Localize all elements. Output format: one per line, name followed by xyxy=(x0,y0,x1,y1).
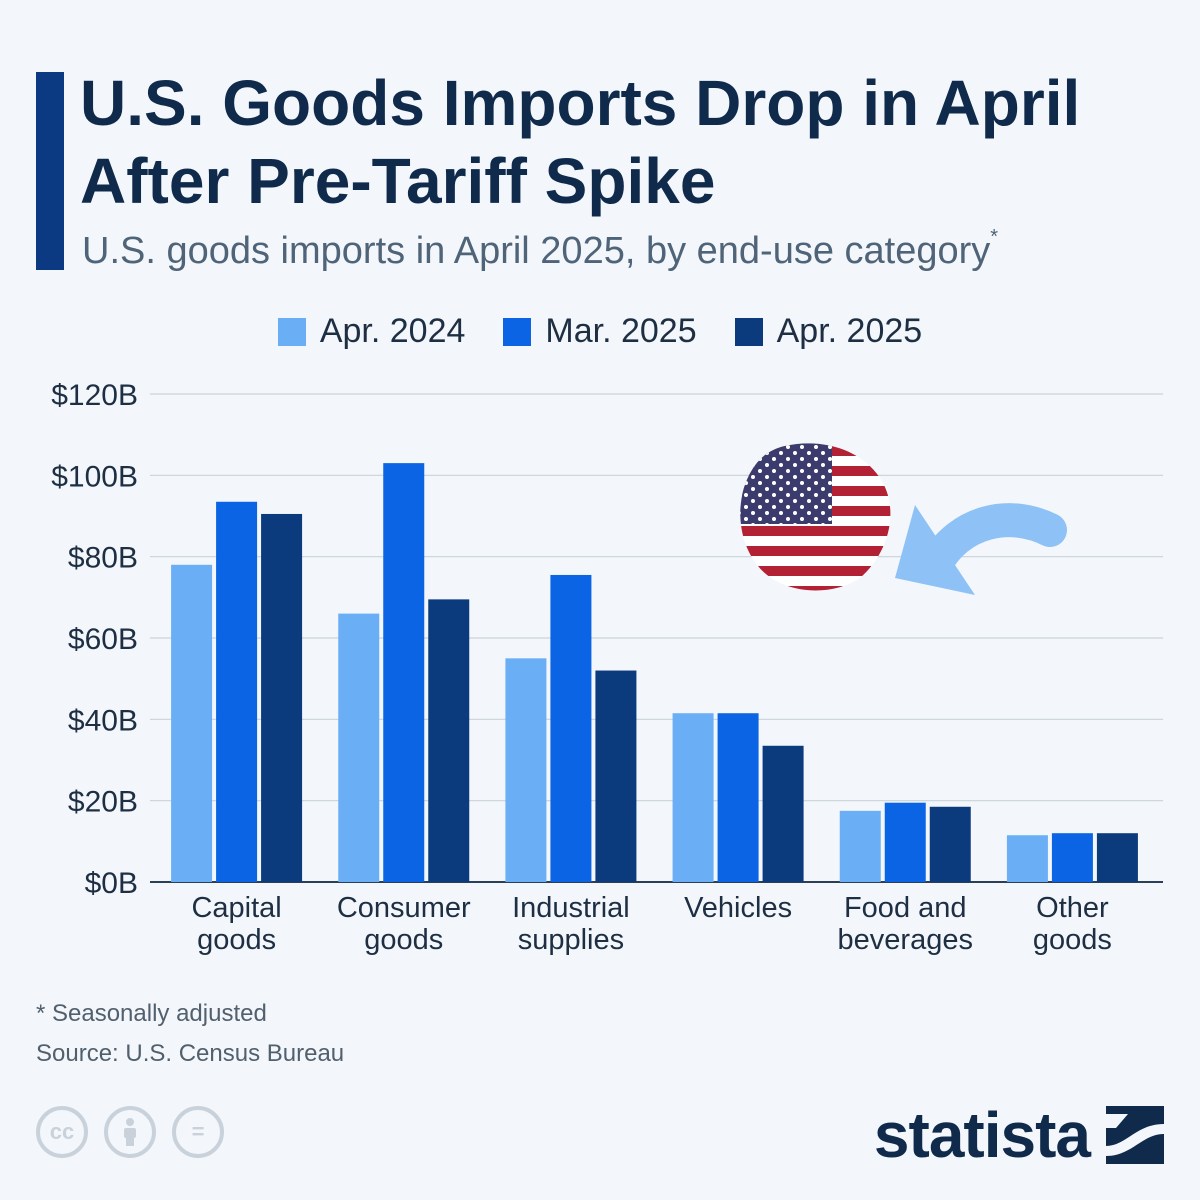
bar[interactable] xyxy=(1051,833,1093,882)
bar[interactable] xyxy=(261,513,303,882)
statista-mark-icon xyxy=(1106,1106,1164,1164)
y-tick-label: $20B xyxy=(68,786,138,819)
title-accent-bar xyxy=(36,72,64,270)
us-flag-icon xyxy=(740,443,891,591)
person-icon xyxy=(124,1118,136,1146)
legend: Apr. 2024 Mar. 2025 Apr. 2025 xyxy=(0,312,1200,351)
legend-swatch-apr-2025 xyxy=(734,317,763,346)
x-category-label: Capital xyxy=(191,892,281,924)
bar[interactable] xyxy=(672,713,714,882)
x-category-label: Consumer xyxy=(337,892,471,924)
y-tick-label: $80B xyxy=(68,542,138,575)
bar[interactable] xyxy=(929,806,971,882)
y-tick-label: $0B xyxy=(85,867,138,900)
bar[interactable] xyxy=(428,599,470,882)
x-category-label: Industrial xyxy=(512,892,630,924)
bar[interactable] xyxy=(338,613,380,882)
bar[interactable] xyxy=(550,574,592,882)
legend-label-mar-2025: Mar. 2025 xyxy=(545,312,697,350)
chart-subtitle: U.S. goods imports in April 2025, by end… xyxy=(82,226,1182,273)
bar[interactable] xyxy=(216,501,258,882)
license-icons: cc = xyxy=(36,1106,224,1158)
bar[interactable] xyxy=(595,670,637,882)
bar[interactable] xyxy=(383,463,425,882)
legend-swatch-mar-2025 xyxy=(503,317,532,346)
x-category-label: supplies xyxy=(518,924,624,956)
bar[interactable] xyxy=(839,810,881,882)
x-category-label: goods xyxy=(197,924,276,956)
nd-icon-text: = xyxy=(191,1119,205,1144)
y-tick-label: $40B xyxy=(68,704,138,737)
x-category-label: Vehicles xyxy=(684,892,792,924)
bar[interactable] xyxy=(762,745,804,882)
bar-chart: $0B$20B$40B$60B$80B$100B$120BCapitalgood… xyxy=(51,379,1163,956)
bar[interactable] xyxy=(505,658,547,882)
cc-icon-text: cc xyxy=(49,1119,75,1144)
attribution-icon[interactable] xyxy=(104,1106,156,1158)
chart-title: U.S. Goods Imports Drop in April After P… xyxy=(80,67,1081,217)
legend-label-apr-2025: Apr. 2025 xyxy=(776,312,923,350)
footnote: * Seasonally adjusted xyxy=(36,1000,267,1027)
bar[interactable] xyxy=(171,564,213,882)
legend-swatch-apr-2024 xyxy=(277,317,306,346)
bar[interactable] xyxy=(1096,833,1138,882)
y-tick-label: $60B xyxy=(68,623,138,656)
subtitle-text: U.S. goods imports in April 2025, by end… xyxy=(82,230,991,272)
statista-logo[interactable]: statista xyxy=(874,1098,1164,1172)
x-category-label: goods xyxy=(1033,924,1112,956)
y-tick-label: $120B xyxy=(51,379,138,412)
x-category-label: Food and xyxy=(844,892,967,924)
legend-item-apr-2025: Apr. 2025 xyxy=(734,312,923,351)
x-category-label: Other xyxy=(1036,892,1109,924)
legend-item-apr-2024: Apr. 2024 xyxy=(277,312,466,351)
bar[interactable] xyxy=(1006,835,1048,882)
legend-item-mar-2025: Mar. 2025 xyxy=(503,312,697,351)
bar[interactable] xyxy=(717,713,759,882)
x-category-label: goods xyxy=(364,924,443,956)
subtitle-footnote-mark: * xyxy=(990,226,999,248)
x-category-label: beverages xyxy=(838,924,973,956)
legend-label-apr-2024: Apr. 2024 xyxy=(319,312,466,350)
y-tick-label: $100B xyxy=(51,460,138,493)
no-derivatives-icon[interactable]: = xyxy=(172,1106,224,1158)
curved-arrow-icon xyxy=(895,503,1067,595)
cc-icon[interactable]: cc xyxy=(36,1106,88,1158)
bar[interactable] xyxy=(884,802,926,882)
brand-name: statista xyxy=(873,1099,1091,1171)
source-note: Source: U.S. Census Bureau xyxy=(36,1040,345,1067)
